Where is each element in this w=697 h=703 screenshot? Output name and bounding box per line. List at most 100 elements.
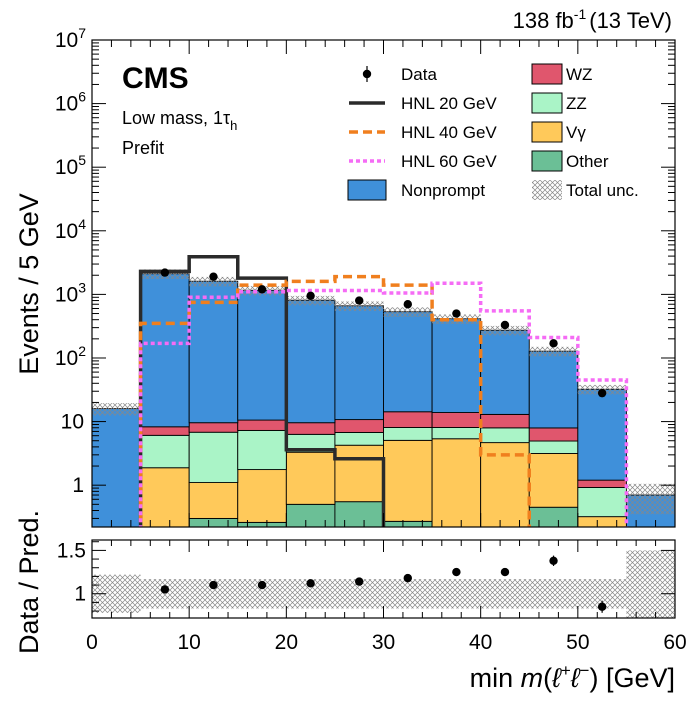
ratio-point xyxy=(597,602,607,611)
ratio-y-axis-title: Data / Pred. xyxy=(14,510,44,654)
y-tick-label: 102 xyxy=(55,343,86,370)
x-tick-label: 50 xyxy=(566,631,589,654)
legend-label: Vγ xyxy=(566,123,586,142)
legend-nonprompt-swatch xyxy=(347,179,387,201)
nonprompt-bar xyxy=(577,388,627,481)
y-tick-label: 107 xyxy=(55,25,86,52)
nonprompt-bar xyxy=(140,273,190,428)
legend-label: Other xyxy=(566,152,609,171)
zz-bar xyxy=(188,431,239,483)
uncertainty-bar xyxy=(92,403,141,416)
data-point xyxy=(500,320,510,330)
zz-bar xyxy=(528,440,579,454)
y-tick-label: 103 xyxy=(55,279,86,306)
x-tick-label: 10 xyxy=(177,631,200,654)
wz-bar xyxy=(480,413,530,429)
uncertainty-bar xyxy=(286,295,335,306)
luminosity-label: 138 fb-1 (13 TeV) xyxy=(513,6,672,33)
legend-vgamma-swatch xyxy=(531,121,563,143)
data-point xyxy=(209,272,218,281)
nonprompt-bar xyxy=(528,350,579,429)
wz-bar xyxy=(383,411,433,428)
nonprompt-bar xyxy=(334,305,384,421)
ratio-point xyxy=(452,567,461,577)
stage-label: Prefit xyxy=(122,138,164,158)
y-tick-label: 1 xyxy=(72,474,84,497)
other-bar xyxy=(578,530,627,532)
legend-label: ZZ xyxy=(566,94,587,113)
ratio-point xyxy=(160,585,170,594)
uncertainty-bar xyxy=(334,301,384,311)
experiment-label: CMS xyxy=(122,62,189,95)
nonprompt-bar xyxy=(188,280,239,424)
wz-bar xyxy=(188,422,239,433)
hnl60-line xyxy=(138,281,629,527)
zz-bar xyxy=(577,487,627,518)
other-bar xyxy=(285,503,336,527)
data-point xyxy=(452,309,461,318)
data-point xyxy=(306,291,315,301)
ratio-point xyxy=(209,580,218,590)
ratio-point xyxy=(306,579,315,588)
legend-label: WZ xyxy=(566,65,592,84)
x-tick-label: 30 xyxy=(372,631,395,654)
data-point xyxy=(549,339,558,348)
wz-bar xyxy=(140,426,190,436)
nonprompt-bar xyxy=(383,311,433,413)
nonprompt-bar xyxy=(285,299,336,424)
vgamma-bar xyxy=(140,467,190,527)
zz-bar xyxy=(334,431,384,446)
data-points xyxy=(160,268,607,398)
legend-label: HNL 60 GeV xyxy=(401,152,497,171)
data-point xyxy=(257,285,267,294)
hnl20-line xyxy=(138,255,386,527)
nonprompt-bar xyxy=(237,289,287,421)
ratio-points xyxy=(160,555,607,613)
uncertainty-bar xyxy=(189,276,238,287)
other-bar xyxy=(188,517,239,527)
signal-lines xyxy=(138,255,629,527)
vgamma-bar xyxy=(528,453,579,508)
vgamma-bar xyxy=(334,444,384,503)
legend-other-swatch xyxy=(531,150,563,172)
legend-wz-swatch xyxy=(531,63,563,85)
zz-bar xyxy=(140,434,190,469)
nonprompt-bar xyxy=(480,329,530,415)
ratio-y-tick-label: 1 xyxy=(74,583,86,606)
x-tick-label: 60 xyxy=(663,631,686,654)
ratio-band-bin xyxy=(529,579,578,609)
wz-bar xyxy=(237,419,287,431)
hnl40-line xyxy=(138,274,531,527)
y-tick-label: 104 xyxy=(55,216,86,243)
ratio-point xyxy=(549,556,558,565)
ratio-band-bin xyxy=(383,579,433,609)
zz-bar xyxy=(237,429,287,471)
data-point xyxy=(403,300,412,309)
vgamma-bar xyxy=(285,451,336,505)
legend: Data HNL 20 GeV HNL 40 GeV HNL 60 GeV Nonpro… xyxy=(347,63,639,201)
uncertainty-bar xyxy=(529,346,578,357)
legend-label: Data xyxy=(401,65,437,84)
wz-bar xyxy=(334,419,384,433)
y-tick-label: 10 xyxy=(61,411,84,434)
wz-bar xyxy=(577,479,627,488)
x-tick-label: 20 xyxy=(275,631,298,654)
y-tick-label: 105 xyxy=(55,152,86,179)
legend-label: HNL 40 GeV xyxy=(401,123,497,142)
ratio-band-bin xyxy=(626,550,675,618)
legend-zz-swatch xyxy=(531,92,563,114)
ratio-point xyxy=(403,573,412,583)
nonprompt-bar xyxy=(431,318,482,413)
y-tick-label: 106 xyxy=(55,89,86,116)
x-tick-label: 40 xyxy=(469,631,492,654)
top-y-axis-title: Events / 5 GeV xyxy=(14,193,44,375)
data-point xyxy=(597,388,607,398)
ratio-band-bin xyxy=(140,579,190,609)
ratio-band-bin xyxy=(432,579,481,609)
other-bar xyxy=(528,506,579,527)
legend-label: Total unc. xyxy=(566,181,639,200)
nonprompt-bar xyxy=(92,408,142,527)
ratio-point xyxy=(355,577,364,586)
zz-bar xyxy=(480,427,530,444)
wz-bar xyxy=(528,427,579,442)
